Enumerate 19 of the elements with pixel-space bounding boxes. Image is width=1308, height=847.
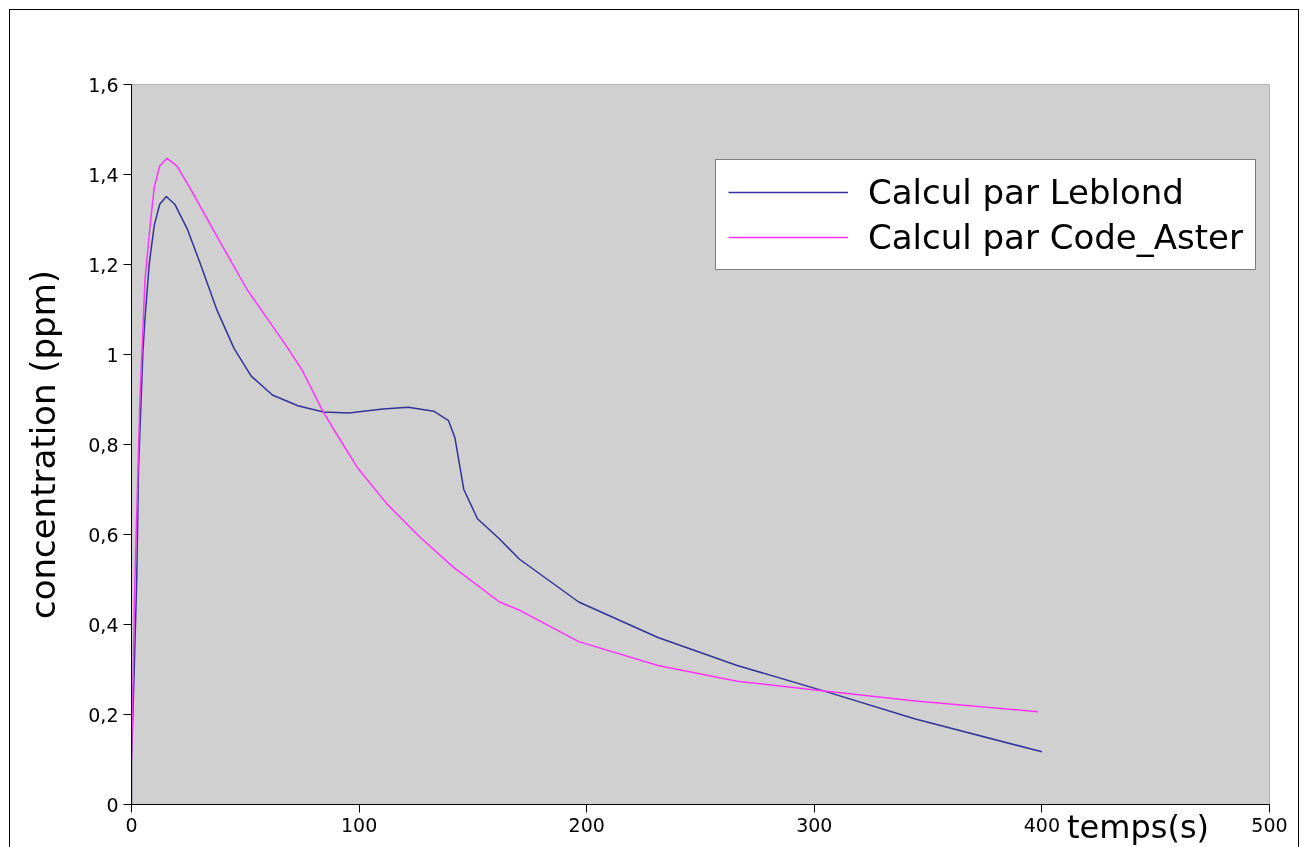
- y-axis-title: concentration (ppm): [23, 269, 64, 620]
- x-tick-label: 100: [340, 813, 378, 836]
- y-tick-label: 0,2: [88, 703, 119, 726]
- y-tick-label: 0,6: [88, 523, 119, 546]
- x-tick-label: 400: [1023, 813, 1061, 836]
- x-tick-label: 200: [568, 813, 605, 836]
- x-tick-label: 300: [796, 813, 833, 836]
- y-tick-label: 0: [106, 793, 119, 816]
- legend-label: Calcul par Code_Aster: [868, 217, 1243, 257]
- y-tick-label: 1,2: [88, 253, 119, 276]
- y-tick-label: 1,6: [88, 73, 119, 96]
- y-tick-label: 0,8: [88, 433, 119, 456]
- y-tick-label: 0,4: [88, 613, 119, 636]
- legend-label: Calcul par Leblond: [868, 172, 1184, 212]
- y-tick-label: 1,4: [88, 163, 119, 186]
- x-tick-label: 0: [125, 813, 138, 836]
- y-tick-label: 1: [106, 343, 119, 366]
- x-tick-label: 500: [1251, 813, 1288, 836]
- x-axis-title: temps(s): [1067, 808, 1210, 846]
